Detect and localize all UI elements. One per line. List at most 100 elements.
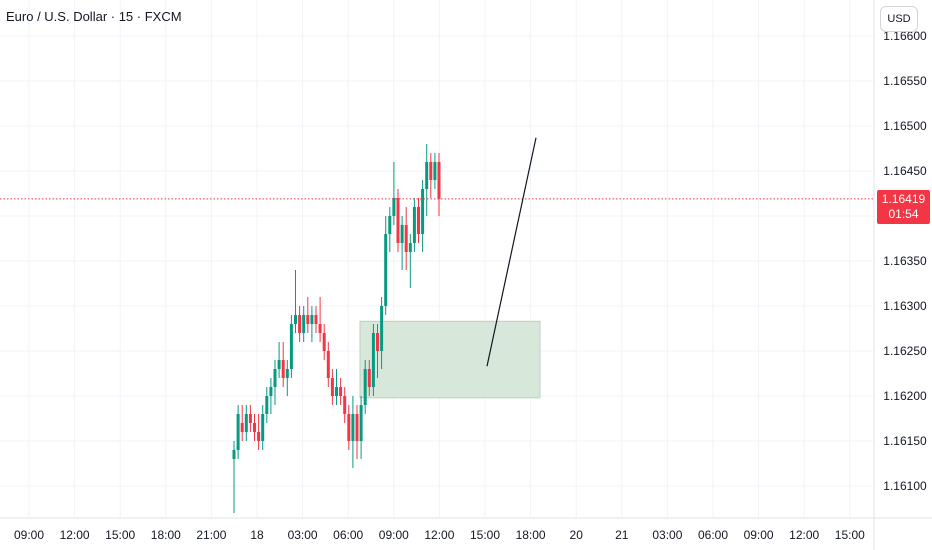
candle-body (248, 414, 252, 423)
price-tick-label: 1.16500 (883, 119, 927, 133)
time-tick-label: 18:00 (516, 528, 546, 542)
candle (412, 198, 416, 252)
candle-body (429, 162, 433, 180)
time-tick-label: 12:00 (60, 528, 90, 542)
time-tick-label: 18 (250, 528, 264, 542)
candle (359, 396, 363, 459)
candle-body (285, 369, 289, 378)
time-tick-label: 03:00 (652, 528, 682, 542)
candle (417, 198, 420, 243)
symbol-title[interactable]: Euro / U.S. Dollar · 15 · FXCM (6, 9, 182, 24)
candle-body (343, 396, 347, 414)
candle-body (261, 414, 265, 441)
candle (326, 342, 330, 387)
price-tick-label: 1.16350 (883, 254, 927, 268)
time-tick-label: 15:00 (470, 528, 500, 542)
trend-line (486, 137, 537, 367)
candle-body (240, 423, 244, 432)
candle-body (318, 324, 322, 333)
candle-body (396, 198, 400, 243)
candle (355, 405, 359, 459)
candle (351, 396, 355, 468)
price-tick-label: 1.16250 (883, 344, 927, 358)
candle-body (347, 414, 351, 441)
candle (408, 234, 412, 288)
candle-body (335, 387, 338, 396)
candle-body (298, 315, 302, 333)
candle (339, 378, 343, 405)
candle-body (326, 351, 330, 378)
candle (273, 360, 277, 405)
candle-body (322, 333, 326, 351)
candle (384, 216, 388, 315)
price-tick-label: 1.16300 (883, 299, 927, 313)
candle (240, 405, 244, 441)
candle-body (257, 432, 261, 441)
candle-body (417, 207, 420, 234)
candle (322, 324, 326, 360)
candle (343, 387, 347, 423)
candle-body (404, 225, 408, 252)
time-tick-label: 06:00 (698, 528, 728, 542)
candle (371, 324, 375, 396)
last-price-tag: 1.16419 01:54 (877, 190, 930, 224)
candle (294, 270, 297, 333)
candle-body (359, 405, 363, 441)
candle (257, 414, 261, 450)
candle-body (408, 243, 412, 252)
candle-body (380, 306, 384, 351)
candle-body (339, 387, 343, 396)
candle (425, 144, 429, 216)
candle (396, 189, 400, 252)
candle-body (437, 162, 441, 199)
candle (318, 297, 322, 342)
candle-body (376, 333, 379, 351)
candle-body (371, 333, 375, 387)
price-axis: 1.16100 1.16150 1.16200 1.16250 1.16300 1.163… (873, 0, 927, 550)
candle (298, 306, 302, 342)
time-tick-label: 20 (570, 528, 584, 542)
bar-countdown: 01:54 (888, 207, 919, 221)
price-tick-label: 1.16450 (883, 164, 927, 178)
candle (335, 369, 338, 405)
candle (306, 297, 310, 333)
price-tick-label: 1.16200 (883, 389, 927, 403)
candle-body (277, 360, 281, 369)
price-tick-label: 1.16550 (883, 74, 927, 88)
time-tick-label: 21:00 (196, 528, 226, 542)
candle (392, 162, 396, 225)
candle (421, 180, 425, 252)
time-tick-label: 15:00 (105, 528, 135, 542)
candle-body (281, 360, 285, 378)
chart-grid (0, 0, 874, 518)
candle (285, 360, 289, 396)
candle-body (412, 207, 416, 243)
currency-button[interactable]: USD (880, 6, 918, 32)
candle-body (392, 198, 396, 216)
candle (380, 297, 384, 369)
candle-body (232, 450, 236, 459)
time-axis: 09:00 12:00 15:00 18:00 21:00 18 03:00 06:00 09:… (0, 517, 932, 542)
drawings-layer[interactable] (0, 137, 874, 367)
last-price-value: 1.16419 (881, 192, 926, 206)
candle (376, 324, 379, 378)
time-tick-label: 15:00 (835, 528, 865, 542)
candle-body (363, 369, 367, 405)
candle (347, 405, 351, 450)
candle (429, 153, 433, 198)
candle (404, 207, 408, 270)
time-tick-label: 09:00 (744, 528, 774, 542)
candle (248, 405, 252, 432)
candle-body (302, 315, 306, 333)
candle (400, 216, 404, 270)
demand-zone-rectangle[interactable] (359, 320, 541, 399)
candle (244, 405, 248, 441)
candle (281, 342, 285, 387)
candle-body (294, 315, 297, 324)
candle (314, 306, 318, 333)
price-tick-label: 1.16600 (883, 29, 927, 43)
candle-body (314, 315, 318, 324)
candle (269, 378, 273, 414)
candle-body (330, 378, 334, 396)
